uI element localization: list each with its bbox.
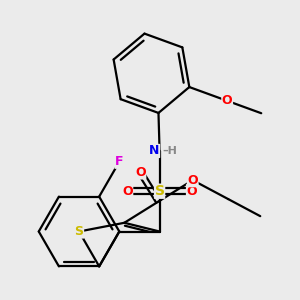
Text: F: F [115, 155, 124, 168]
Text: N: N [149, 145, 160, 158]
Text: O: O [135, 166, 146, 179]
Text: O: O [188, 174, 198, 187]
Text: S: S [154, 184, 165, 198]
Text: O: O [187, 185, 197, 198]
Text: –H: –H [163, 146, 178, 156]
Text: O: O [122, 185, 133, 198]
Text: S: S [74, 225, 83, 238]
Text: O: O [222, 94, 232, 107]
